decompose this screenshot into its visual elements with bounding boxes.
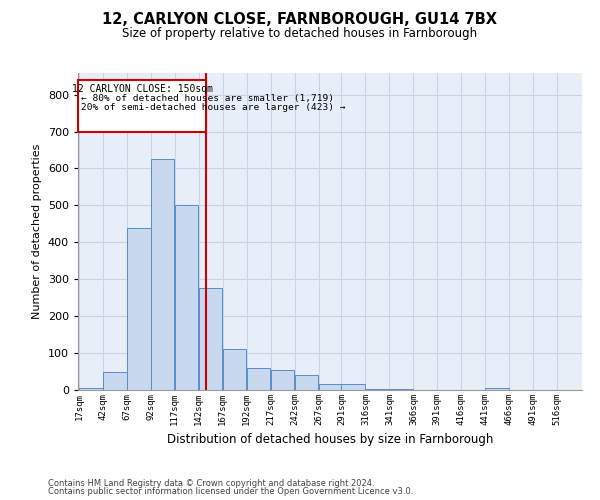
Bar (319, 384, 342, 390)
Text: Size of property relative to detached houses in Farnborough: Size of property relative to detached ho… (122, 28, 478, 40)
Text: 20% of semi-detached houses are larger (423) →: 20% of semi-detached houses are larger (… (82, 103, 346, 112)
Bar (365, 389, 389, 390)
Text: ← 80% of detached houses are smaller (1,719): ← 80% of detached houses are smaller (1,… (82, 94, 334, 103)
Y-axis label: Number of detached properties: Number of detached properties (32, 144, 42, 319)
Text: 12 CARLYON CLOSE: 150sqm: 12 CARLYON CLOSE: 150sqm (72, 84, 213, 94)
Bar (485, 388, 509, 390)
Bar (199, 288, 223, 390)
Text: Contains HM Land Registry data © Crown copyright and database right 2024.: Contains HM Land Registry data © Crown c… (48, 478, 374, 488)
Bar (127, 228, 151, 390)
Bar (247, 368, 271, 390)
Bar (79, 80, 206, 132)
X-axis label: Distribution of detached houses by size in Farnborough: Distribution of detached houses by size … (167, 434, 493, 446)
Bar (103, 372, 127, 390)
Bar (175, 206, 199, 390)
Bar (151, 160, 175, 390)
Bar (223, 350, 247, 390)
Bar (271, 370, 294, 390)
Bar (79, 388, 103, 390)
Bar (341, 384, 365, 390)
Text: Contains public sector information licensed under the Open Government Licence v3: Contains public sector information licen… (48, 487, 413, 496)
Bar (295, 375, 318, 390)
Text: 12, CARLYON CLOSE, FARNBOROUGH, GU14 7BX: 12, CARLYON CLOSE, FARNBOROUGH, GU14 7BX (103, 12, 497, 28)
